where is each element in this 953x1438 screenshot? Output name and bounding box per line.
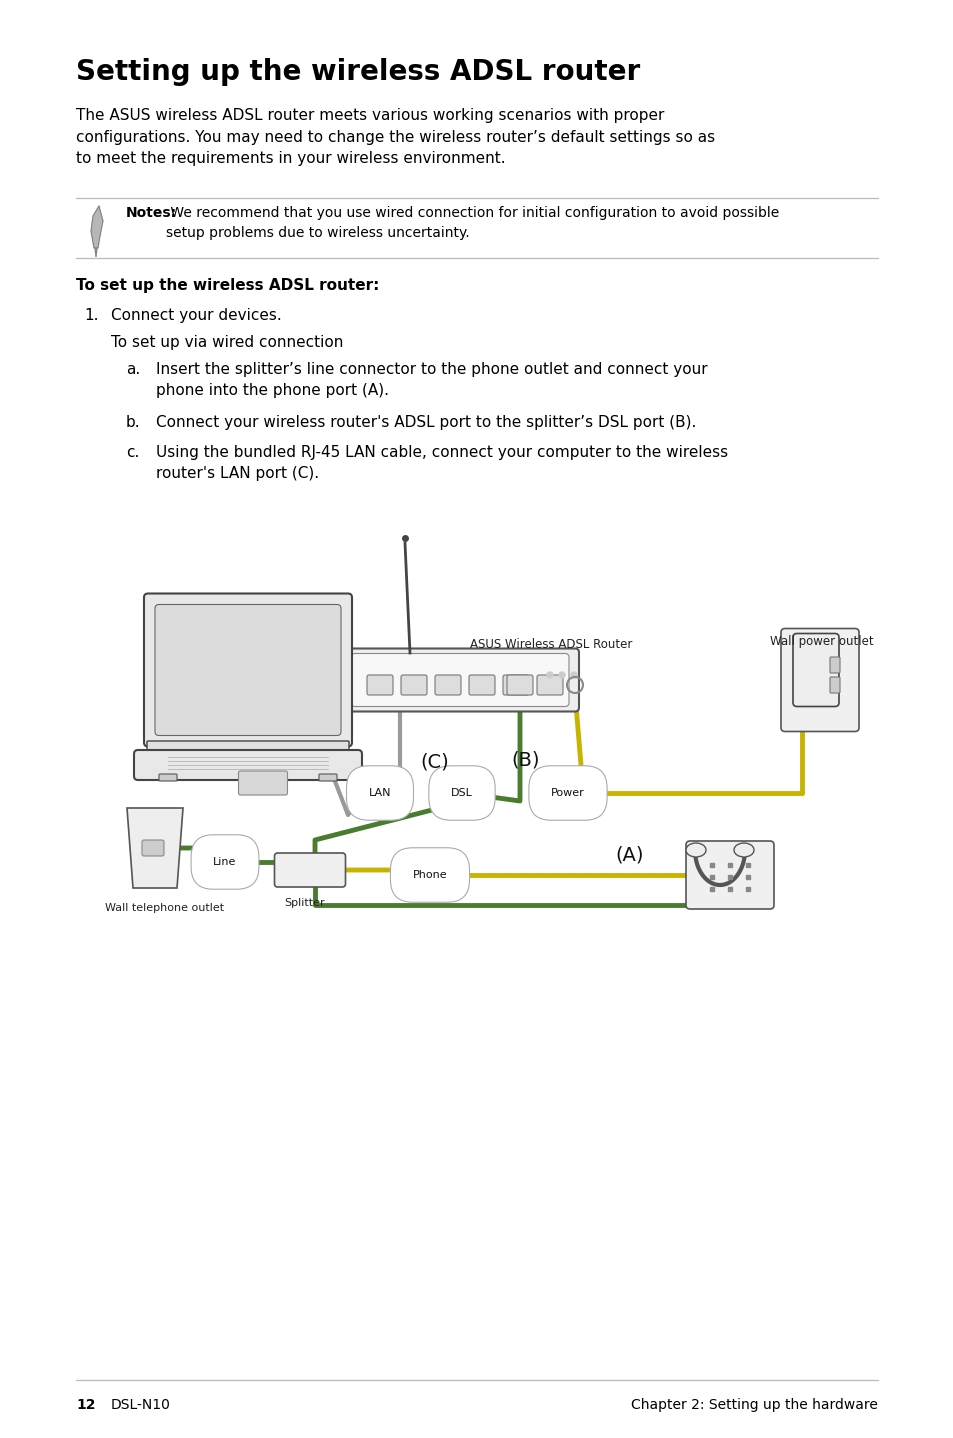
Text: To set up via wired connection: To set up via wired connection <box>111 335 343 349</box>
Circle shape <box>571 672 577 677</box>
Text: We recommend that you use wired connection for initial configuration to avoid po: We recommend that you use wired connecti… <box>166 206 779 240</box>
FancyBboxPatch shape <box>238 771 287 795</box>
Text: Insert the splitter’s line connector to the phone outlet and connect your
phone : Insert the splitter’s line connector to … <box>156 362 707 398</box>
Ellipse shape <box>685 843 705 857</box>
Text: Setting up the wireless ADSL router: Setting up the wireless ADSL router <box>76 58 639 86</box>
FancyBboxPatch shape <box>274 853 345 887</box>
Text: Power: Power <box>551 788 584 798</box>
Text: c.: c. <box>126 444 139 460</box>
Text: To set up the wireless ADSL router:: To set up the wireless ADSL router: <box>76 278 379 293</box>
FancyBboxPatch shape <box>147 741 349 751</box>
Text: DSL-N10: DSL-N10 <box>111 1398 171 1412</box>
FancyBboxPatch shape <box>829 657 840 673</box>
FancyBboxPatch shape <box>142 840 164 856</box>
FancyBboxPatch shape <box>318 774 336 781</box>
Text: 1.: 1. <box>84 308 98 324</box>
Text: a.: a. <box>126 362 140 377</box>
Text: Phone: Phone <box>413 870 447 880</box>
Polygon shape <box>91 206 103 247</box>
FancyBboxPatch shape <box>685 841 773 909</box>
FancyBboxPatch shape <box>367 674 393 695</box>
FancyBboxPatch shape <box>340 649 578 712</box>
Text: (C): (C) <box>420 752 449 772</box>
FancyBboxPatch shape <box>400 674 427 695</box>
FancyBboxPatch shape <box>792 634 838 706</box>
Text: ASUS Wireless ADSL Router: ASUS Wireless ADSL Router <box>470 638 632 651</box>
Polygon shape <box>95 247 97 257</box>
Text: DSL: DSL <box>451 788 473 798</box>
Text: Wall telephone outlet: Wall telephone outlet <box>105 903 224 913</box>
FancyBboxPatch shape <box>781 628 858 732</box>
FancyBboxPatch shape <box>435 674 460 695</box>
FancyBboxPatch shape <box>144 594 352 746</box>
Text: The ASUS wireless ADSL router meets various working scenarios with proper
config: The ASUS wireless ADSL router meets vari… <box>76 108 715 167</box>
Text: (A): (A) <box>615 846 643 864</box>
FancyBboxPatch shape <box>537 674 562 695</box>
Circle shape <box>558 672 564 677</box>
Polygon shape <box>127 808 183 889</box>
Text: Chapter 2: Setting up the hardware: Chapter 2: Setting up the hardware <box>631 1398 877 1412</box>
Text: 12: 12 <box>76 1398 95 1412</box>
Text: Splitter: Splitter <box>284 897 325 907</box>
Text: Line: Line <box>213 857 236 867</box>
FancyBboxPatch shape <box>469 674 495 695</box>
Text: Connect your devices.: Connect your devices. <box>111 308 281 324</box>
FancyBboxPatch shape <box>133 751 361 779</box>
FancyBboxPatch shape <box>506 674 533 695</box>
FancyBboxPatch shape <box>154 604 340 735</box>
Text: Notes:: Notes: <box>126 206 177 220</box>
FancyBboxPatch shape <box>829 677 840 693</box>
FancyBboxPatch shape <box>159 774 177 781</box>
Text: Connect your wireless router's ADSL port to the splitter’s DSL port (B).: Connect your wireless router's ADSL port… <box>156 416 696 430</box>
Text: b.: b. <box>126 416 140 430</box>
FancyBboxPatch shape <box>351 653 568 706</box>
FancyBboxPatch shape <box>502 674 529 695</box>
Text: Wall power outlet: Wall power outlet <box>769 636 873 649</box>
Text: Using the bundled RJ-45 LAN cable, connect your computer to the wireless
router': Using the bundled RJ-45 LAN cable, conne… <box>156 444 727 480</box>
Text: LAN: LAN <box>369 788 391 798</box>
Circle shape <box>546 672 553 677</box>
Text: (B): (B) <box>511 751 539 769</box>
Ellipse shape <box>733 843 753 857</box>
